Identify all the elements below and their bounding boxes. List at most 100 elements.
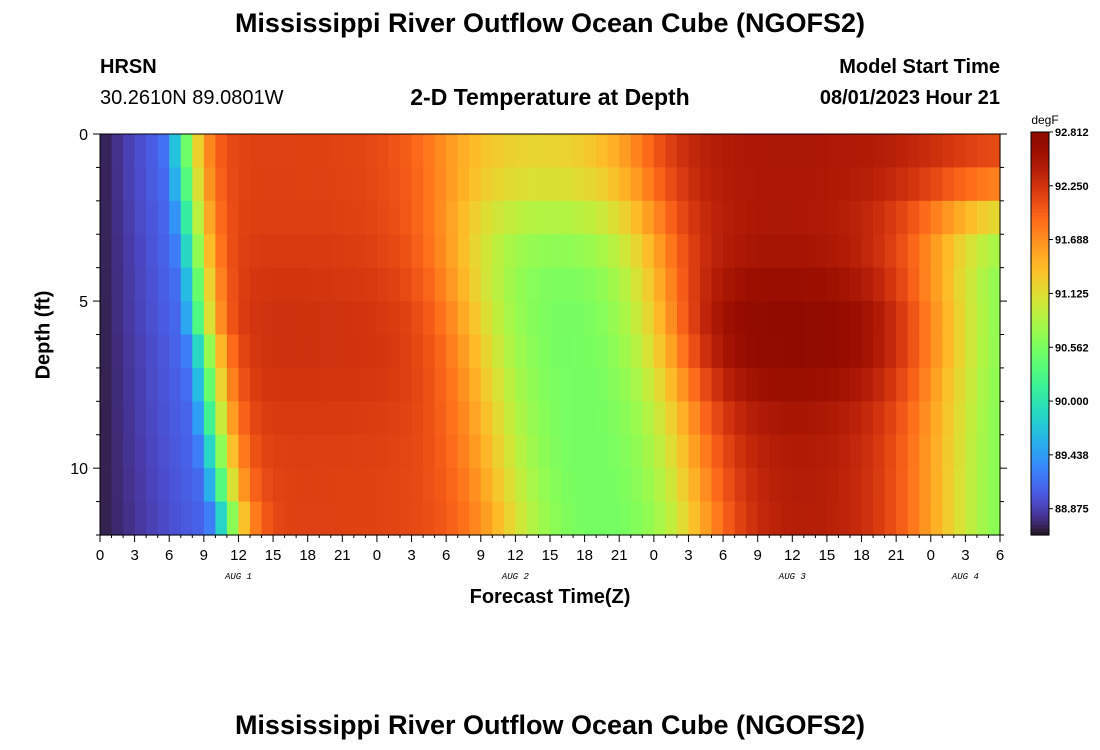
heatmap-cell	[953, 434, 966, 469]
heatmap-cell	[607, 501, 620, 536]
heatmap-cell	[838, 367, 851, 402]
heatmap-cell	[376, 367, 390, 402]
heatmap-cell	[642, 468, 655, 503]
heatmap-cell	[850, 334, 863, 369]
heatmap-cell	[803, 434, 816, 469]
heatmap-cell	[561, 134, 574, 169]
heatmap-cell	[873, 468, 886, 503]
heatmap-cell	[688, 234, 701, 269]
heatmap-cell	[388, 267, 401, 302]
heatmap-cell	[976, 501, 990, 536]
heatmap-cell	[215, 434, 228, 469]
heatmap-cell	[919, 134, 932, 169]
heatmap-cell	[815, 367, 828, 402]
heatmap-cell	[157, 501, 170, 536]
heatmap-cell	[215, 134, 228, 169]
heatmap-cell	[896, 301, 909, 336]
heatmap-cell	[503, 334, 516, 369]
heatmap-cell	[769, 234, 782, 269]
heatmap-cell	[838, 234, 851, 269]
heatmap-cell	[492, 501, 505, 536]
heatmap-cell	[584, 267, 597, 302]
heatmap-cell	[919, 468, 932, 503]
heatmap-cell	[584, 501, 597, 536]
colorbar-swatch	[1031, 215, 1049, 220]
heatmap-cell	[550, 501, 563, 536]
heatmap-cell	[192, 267, 205, 302]
heatmap-cell	[780, 401, 793, 436]
heatmap-cell	[434, 167, 447, 202]
heatmap-cell	[261, 200, 274, 235]
heatmap-cell	[688, 501, 701, 536]
heatmap-cell	[180, 501, 193, 536]
colorbar-swatch	[1031, 259, 1049, 264]
heatmap-cell	[734, 167, 747, 202]
heatmap-cell	[469, 301, 482, 336]
heatmap-cell	[676, 334, 690, 369]
heatmap-cell	[238, 267, 251, 302]
heatmap-cell	[457, 301, 470, 336]
colorbar-swatch	[1031, 148, 1049, 153]
colorbar-swatch	[1031, 514, 1049, 519]
heatmap-cell	[307, 167, 320, 202]
heatmap-cell	[642, 334, 655, 369]
heatmap-cell	[826, 367, 840, 402]
colorbar-swatch	[1031, 393, 1049, 398]
heatmap-cell	[596, 167, 609, 202]
heatmap-cell	[942, 401, 955, 436]
heatmap-cell	[526, 468, 540, 503]
heatmap-cell	[226, 301, 240, 336]
colorbar-swatch	[1031, 309, 1049, 314]
heatmap-cell	[792, 401, 805, 436]
heatmap-cell	[365, 200, 378, 235]
heatmap-cell	[538, 367, 551, 402]
heatmap-cell	[676, 301, 690, 336]
x-tick-label: 9	[477, 547, 485, 564]
heatmap-cell	[642, 401, 655, 436]
colorbar-swatch	[1031, 256, 1049, 261]
heatmap-cell	[261, 501, 274, 536]
heatmap-cell	[607, 334, 620, 369]
heatmap-cell	[492, 134, 505, 169]
colorbar-swatch	[1031, 454, 1049, 459]
heatmap-cell	[238, 501, 251, 536]
x-tick-label: 3	[684, 547, 692, 564]
heatmap-cell	[215, 301, 228, 336]
heatmap-cell	[653, 134, 666, 169]
heatmap-cell	[642, 200, 655, 235]
heatmap-cell	[550, 334, 563, 369]
heatmap-cell	[757, 134, 770, 169]
heatmap-cell	[250, 167, 263, 202]
heatmap-cell	[630, 468, 643, 503]
heatmap-cell	[180, 401, 193, 436]
colorbar-swatch	[1031, 447, 1049, 452]
x-tick-label: 3	[961, 547, 969, 564]
heatmap-cell	[815, 301, 828, 336]
heatmap-cell	[192, 434, 205, 469]
heatmap-cell	[907, 468, 920, 503]
heatmap-cell	[157, 200, 170, 235]
heatmap-cell	[319, 367, 332, 402]
heatmap-cell	[111, 367, 124, 402]
heatmap-cell	[446, 401, 459, 436]
heatmap-cell	[884, 234, 897, 269]
heatmap-cell	[526, 434, 540, 469]
heatmap-cell	[515, 234, 528, 269]
day-label: AUG 4	[951, 572, 979, 582]
heatmap-cell	[596, 301, 609, 336]
colorbar-swatch	[1031, 175, 1049, 180]
heatmap-cell	[457, 334, 470, 369]
heatmap-cell	[100, 200, 113, 235]
heatmap-cell	[596, 134, 609, 169]
heatmap-cell	[192, 234, 205, 269]
heatmap-cell	[734, 301, 747, 336]
heatmap-cell	[376, 267, 390, 302]
heatmap-cell	[700, 301, 713, 336]
colorbar-swatch	[1031, 179, 1049, 183]
heatmap-cell	[850, 301, 863, 336]
heatmap-cell	[342, 401, 355, 436]
colorbar-swatch	[1031, 320, 1049, 325]
heatmap-cell	[250, 301, 263, 336]
day-label: AUG 3	[778, 572, 807, 582]
heatmap-cell	[376, 134, 390, 169]
